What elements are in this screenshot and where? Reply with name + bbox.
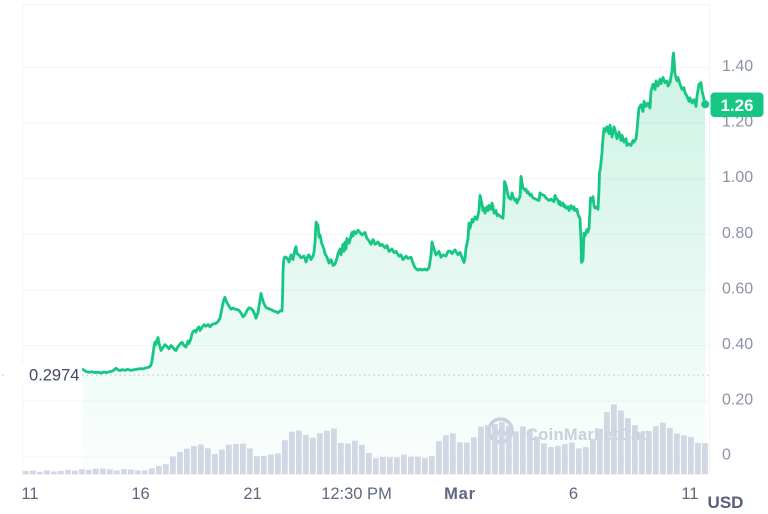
svg-text:11: 11 [21,485,38,503]
svg-text:1.20: 1.20 [722,114,753,131]
svg-text:1.40: 1.40 [722,58,753,75]
svg-text:0.80: 0.80 [722,225,753,242]
svg-text:0.20: 0.20 [722,392,753,409]
svg-text:0.2974: 0.2974 [29,367,79,385]
svg-text:Mar: Mar [444,485,476,503]
svg-text:USD: USD [708,493,744,512]
svg-text:21: 21 [243,485,261,503]
svg-text:0.60: 0.60 [722,281,753,298]
svg-text:11: 11 [681,485,698,503]
svg-text:1.00: 1.00 [722,169,753,186]
svg-text:0: 0 [722,447,731,464]
svg-text:16: 16 [131,485,149,503]
svg-text:6: 6 [569,485,578,503]
svg-text:12:30 PM: 12:30 PM [321,485,392,503]
svg-text:0.40: 0.40 [722,336,753,353]
svg-text:1.26: 1.26 [720,96,753,115]
